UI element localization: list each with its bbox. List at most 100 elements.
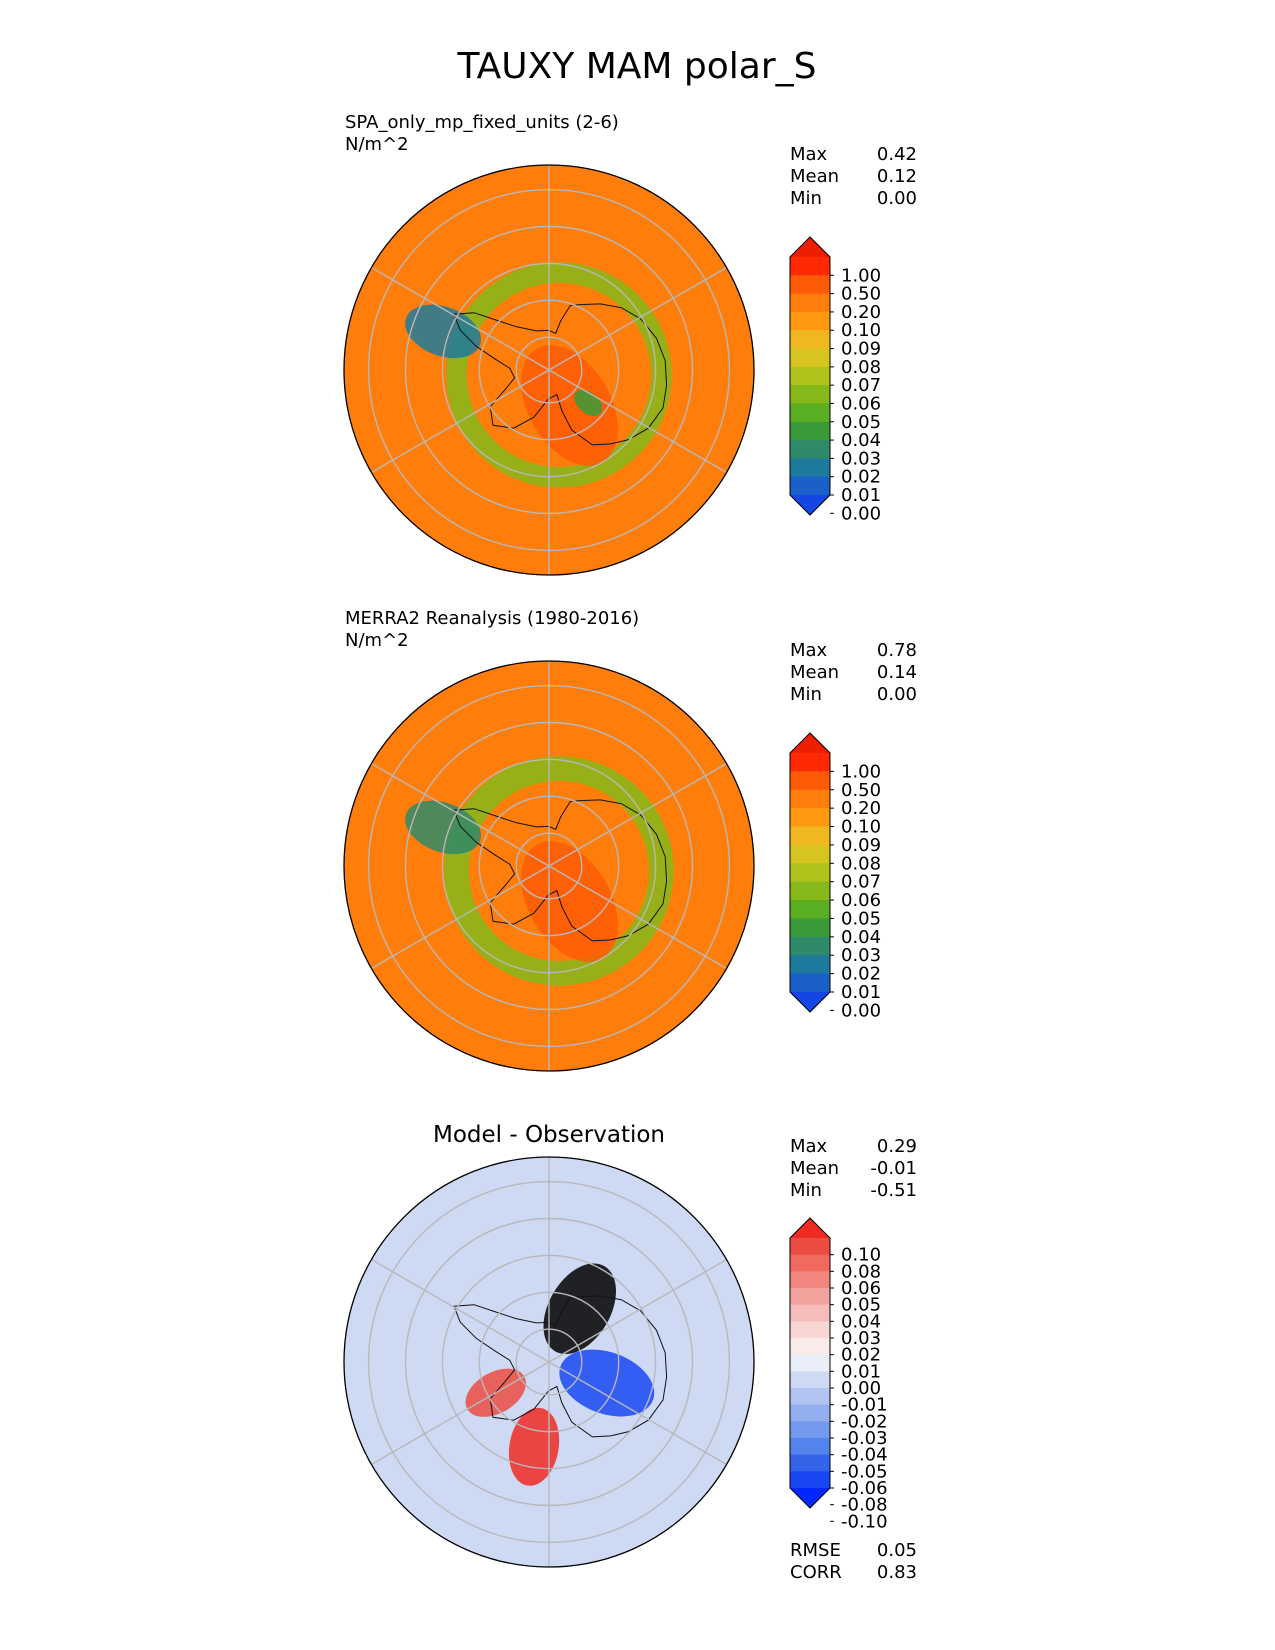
colorbar-tick-label: 0.09 xyxy=(841,835,881,856)
colorbar-tick-label: -0.02 xyxy=(841,1411,888,1432)
feature-drake-passage-minimum xyxy=(405,800,481,855)
meridian-gridline xyxy=(548,1361,727,1466)
colorbar-bin xyxy=(790,311,830,331)
panel-units: N/m^2 xyxy=(345,630,409,651)
colorbar-bin xyxy=(790,955,830,975)
colorbar-tick-label: -0.10 xyxy=(841,1511,888,1532)
colorbar-bin xyxy=(790,1404,830,1422)
meridian-gridline xyxy=(548,266,727,371)
stat-value-min: 0.00 xyxy=(877,684,917,705)
feature-antarctic-coastal-band xyxy=(444,756,674,986)
colorbar-tick-label: 0.04 xyxy=(841,1311,881,1332)
colorbar-extend-max xyxy=(790,1218,830,1238)
colorbar-tick-label: 0.05 xyxy=(841,908,881,929)
colorbar-bin xyxy=(790,257,830,276)
stat-label: Mean xyxy=(790,1158,839,1179)
panel-title: SPA_only_mp_fixed_units (2-6) xyxy=(345,112,619,133)
colorbar-tick-label: 1.00 xyxy=(841,761,881,782)
colorbar-tick-label: 0.07 xyxy=(841,375,881,396)
colorbar-tick-label: 0.10 xyxy=(841,817,881,838)
stat-value-max: 0.78 xyxy=(877,640,917,661)
colorbar-tick-label: 0.03 xyxy=(841,945,881,966)
feature-drake-passage-minimum xyxy=(405,304,481,359)
colorbar-tick-label: -0.05 xyxy=(841,1461,888,1482)
colorbar-tick-label: 0.02 xyxy=(841,467,881,488)
polar-map xyxy=(344,661,754,1071)
stat-label: Min xyxy=(790,684,822,705)
feature-east-antarctica-negative xyxy=(559,1349,655,1417)
stat-label: Mean xyxy=(790,166,839,187)
colorbar-tick-label: -0.04 xyxy=(841,1445,888,1466)
meridian-gridline xyxy=(371,865,550,970)
colorbar-bin xyxy=(790,918,830,938)
colorbar-tick-label: 0.08 xyxy=(841,1261,881,1282)
colorbar-tick-label: 0.20 xyxy=(841,302,881,323)
colorbar-extend-max xyxy=(790,237,830,257)
colorbar-tick-label: 0.05 xyxy=(841,412,881,433)
stat-value-mean: -0.01 xyxy=(870,1158,917,1179)
meridian-gridline xyxy=(548,369,727,474)
colorbar-bin xyxy=(790,458,830,478)
stat-value-min: 0.00 xyxy=(877,188,917,209)
feature-antarctic-coastal-band xyxy=(446,262,672,488)
colorbar-bin xyxy=(790,826,830,846)
panel-1: SPA_only_mp_fixed_units (2-6)N/m^2 Max 0.4… xyxy=(343,112,917,576)
colorbar-tick-label: 0.01 xyxy=(841,485,881,506)
colorbar: 1.000.500.200.100.090.080.070.060.050.04… xyxy=(789,236,881,524)
colorbar-tick-label: 0.03 xyxy=(841,1328,881,1349)
stat-value-min: -0.51 xyxy=(870,1180,917,1201)
colorbar-bin xyxy=(790,900,830,919)
metric-value-rmse: 0.05 xyxy=(877,1540,917,1561)
stat-label: Max xyxy=(790,1136,828,1157)
colorbar-tick-label: 0.04 xyxy=(841,927,881,948)
colorbar-bin xyxy=(790,1288,830,1306)
colorbar-bin xyxy=(790,1321,830,1339)
colorbar-bin xyxy=(790,403,830,423)
metric-value-corr: 0.83 xyxy=(877,1562,917,1583)
colorbar-bin xyxy=(790,753,830,772)
panel-title: MERRA2 Reanalysis (1980-2016) xyxy=(345,608,639,629)
colorbar-bin xyxy=(790,348,830,368)
map-boundary xyxy=(343,1156,755,1568)
colorbar-bin xyxy=(790,385,830,404)
colorbar-tick-label: 0.50 xyxy=(841,780,881,801)
panel-title: Model - Observation xyxy=(433,1122,665,1148)
colorbar-tick-label: 1.00 xyxy=(841,265,881,286)
colorbar-bin xyxy=(790,1388,830,1406)
panel-2: MERRA2 Reanalysis (1980-2016)N/m^2 Max 0.7… xyxy=(343,608,917,1072)
colorbar-tick-label: 0.20 xyxy=(841,798,881,819)
feature-weddell-positive xyxy=(508,1407,560,1486)
colorbar-bin xyxy=(790,330,830,350)
colorbar-tick-label: 0.02 xyxy=(841,964,881,985)
stat-value-max: 0.42 xyxy=(877,144,917,165)
colorbar-bin xyxy=(790,844,830,864)
colorbar-bin xyxy=(790,1271,830,1289)
colorbar-bin xyxy=(790,1371,830,1389)
map-boundary xyxy=(343,660,755,1072)
colorbar-bin xyxy=(790,440,830,459)
colorbar-bin xyxy=(790,1471,830,1489)
colorbar-tick-label: 0.07 xyxy=(841,872,881,893)
colorbar-tick-label: 0.03 xyxy=(841,448,881,469)
metric-label: RMSE xyxy=(790,1540,841,1561)
polar-map xyxy=(344,1157,754,1567)
coastline xyxy=(453,799,668,942)
colorbar-bin xyxy=(790,1421,830,1439)
colorbar-bin xyxy=(790,881,830,901)
colorbar-tick-label: 0.05 xyxy=(841,1295,881,1316)
figure-title: TAUXY MAM polar_S xyxy=(456,46,816,87)
colorbar-bin xyxy=(790,808,830,828)
colorbar-bin xyxy=(790,1238,830,1256)
colorbar-tick-label: -0.01 xyxy=(841,1395,888,1416)
stat-value-mean: 0.14 xyxy=(877,662,917,683)
stat-label: Max xyxy=(790,640,828,661)
meridian-gridline xyxy=(371,762,550,867)
colorbar-tick-label: 0.08 xyxy=(841,357,881,378)
metric-label: CORR xyxy=(790,1562,842,1583)
colorbar: 0.100.080.060.050.040.030.020.010.00-0.0… xyxy=(789,1217,888,1532)
colorbar-tick-label: -0.08 xyxy=(841,1495,888,1516)
meridian-gridline xyxy=(548,1258,727,1363)
panel-units: N/m^2 xyxy=(345,134,409,155)
colorbar-extend-min xyxy=(790,495,830,515)
